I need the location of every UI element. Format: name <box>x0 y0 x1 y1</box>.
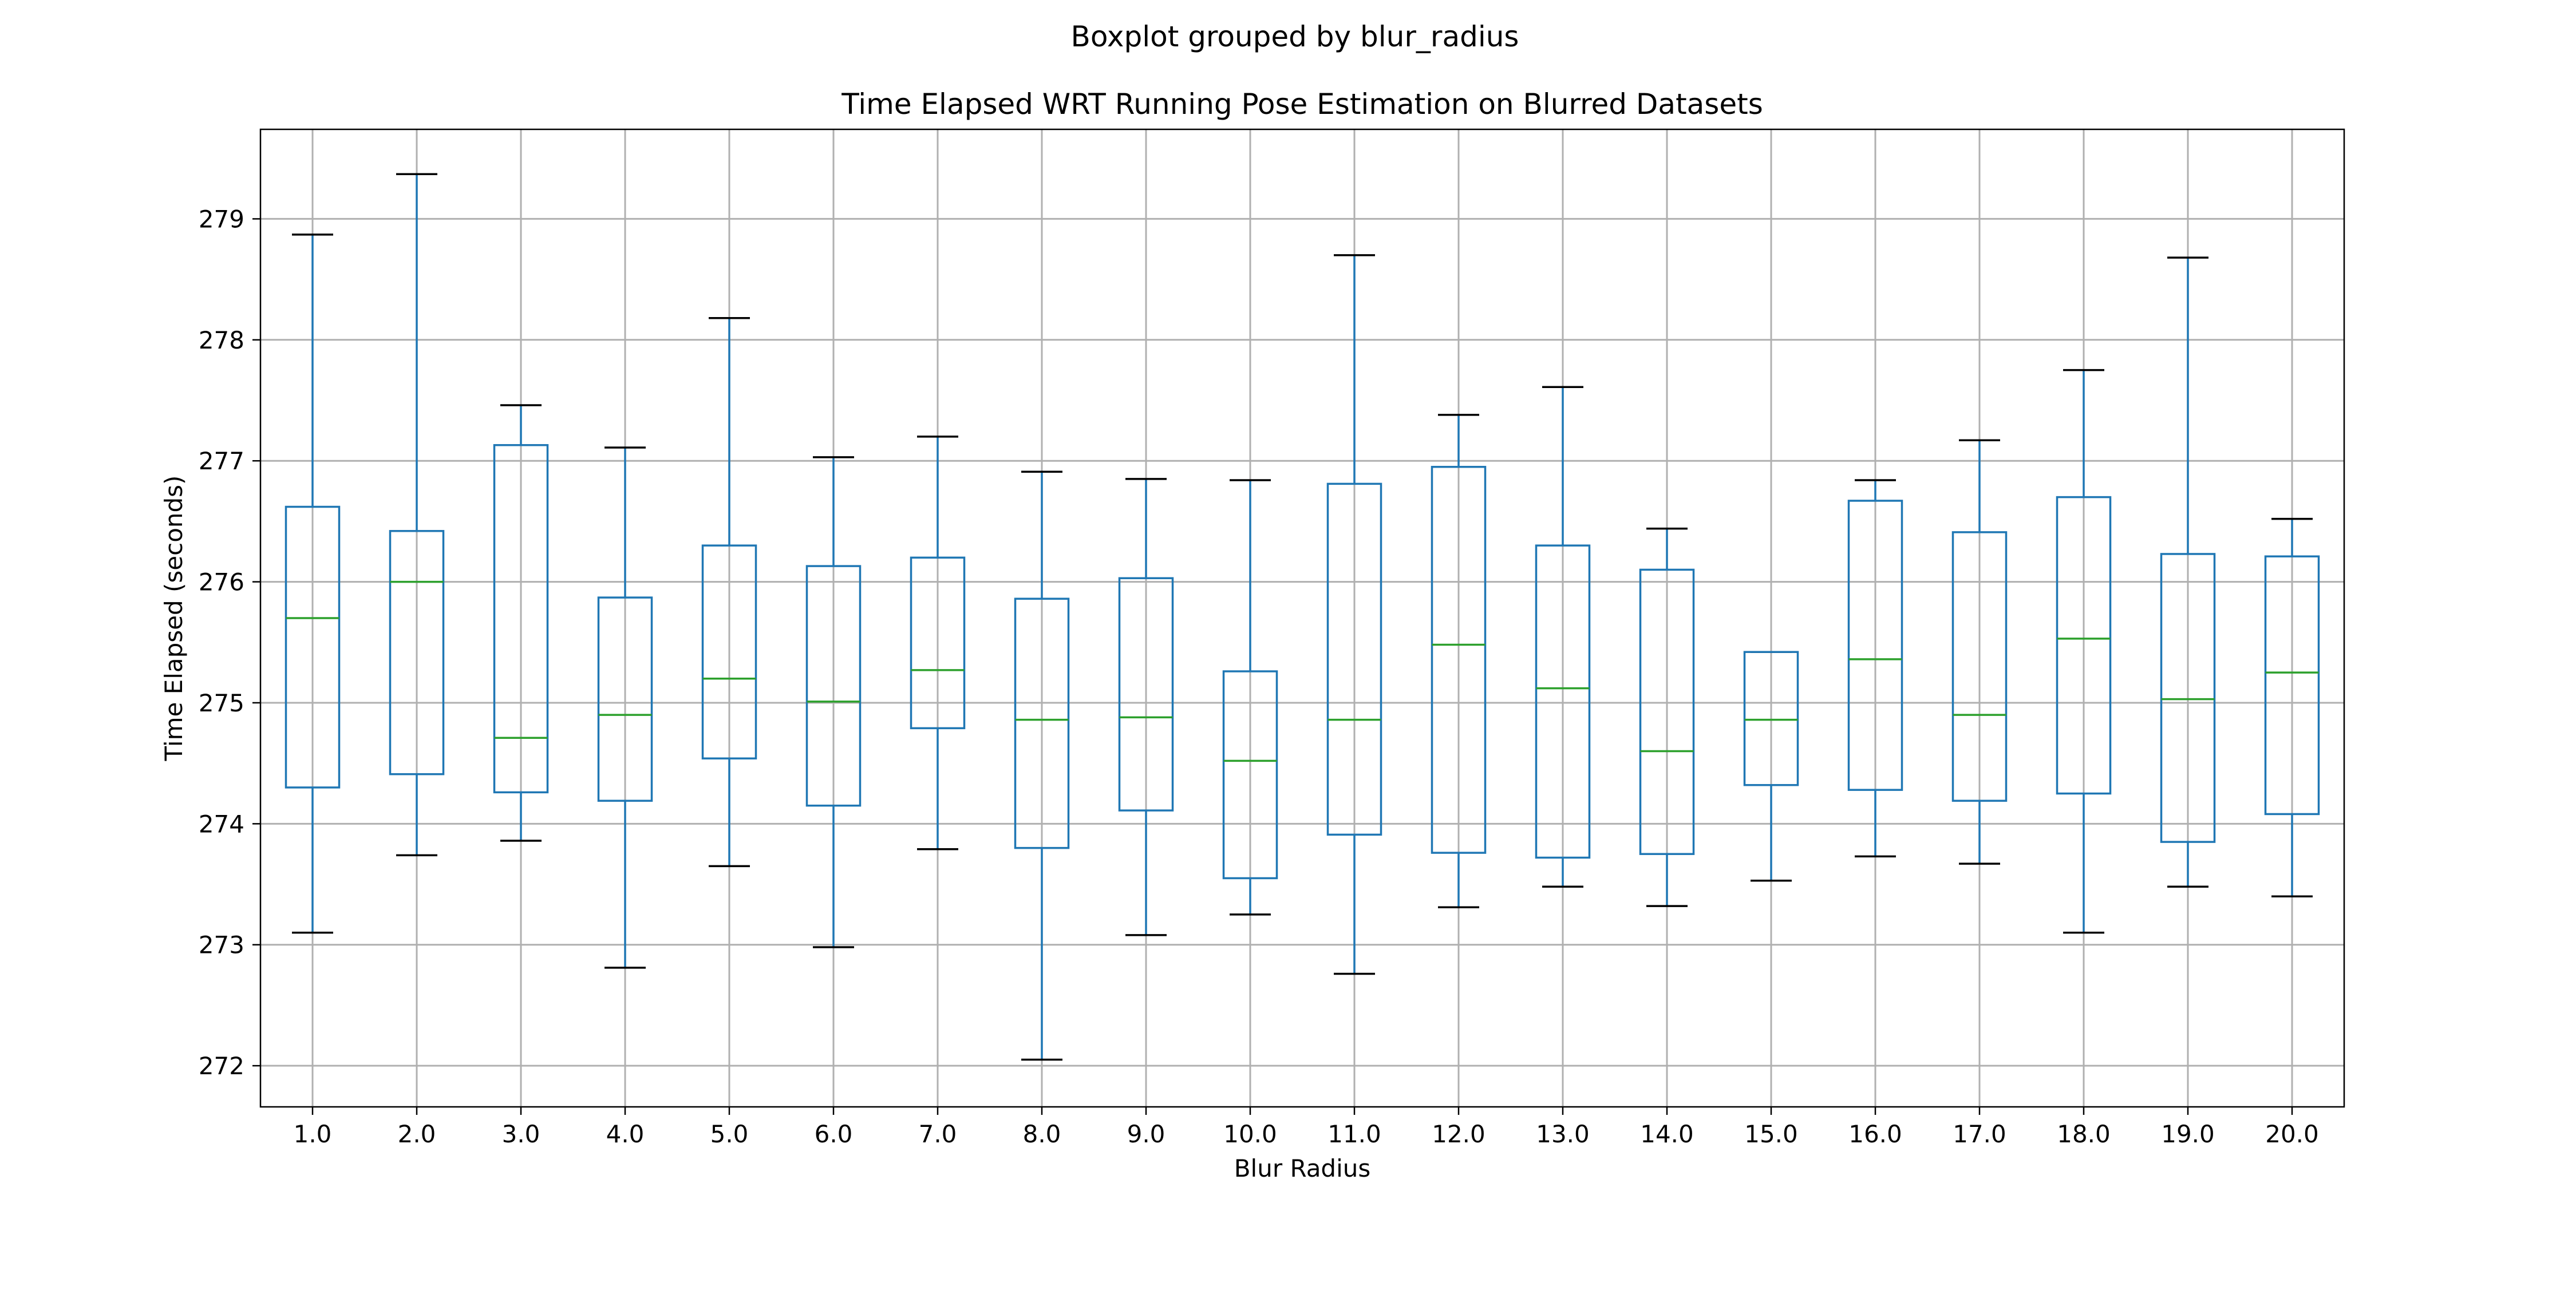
y-tick-label: 273 <box>199 931 244 959</box>
y-tick-label: 278 <box>199 326 244 354</box>
x-tick-label: 19.0 <box>2161 1120 2215 1148</box>
box-iqr <box>493 444 549 794</box>
box-layer <box>285 173 2320 1061</box>
box-iqr <box>285 505 341 789</box>
box-group <box>1014 470 1070 1061</box>
box-group <box>701 317 757 868</box>
box-iqr <box>1222 670 1278 880</box>
box-iqr <box>1639 568 1695 855</box>
x-tick-label: 1.0 <box>294 1120 332 1148</box>
box-group <box>597 446 653 969</box>
box-iqr <box>2264 555 2320 816</box>
box-group <box>1951 439 2008 865</box>
box-group <box>285 234 341 934</box>
chart-suptitle: Boxplot grouped by blur_radius <box>1071 20 1519 53</box>
x-tick-label: 9.0 <box>1127 1120 1165 1148</box>
box-group <box>1743 651 1799 882</box>
x-tick-label: 12.0 <box>1432 1120 1485 1148</box>
box-iqr <box>1847 500 1903 791</box>
box-iqr <box>2160 553 2216 843</box>
y-tick-label: 275 <box>199 689 244 717</box>
box-group <box>2056 369 2112 934</box>
grid-layer <box>260 129 2344 1107</box>
x-axis-label: Blur Radius <box>1234 1154 1371 1182</box>
x-tick-label: 11.0 <box>1327 1120 1381 1148</box>
x-tick-label: 8.0 <box>1023 1120 1061 1148</box>
tick-layer: 272 273 274 275 276 277 278 279 1.0 2.0 3.0 4.0 5.0 6… <box>199 205 2319 1148</box>
box-iqr <box>2056 496 2112 795</box>
box-group <box>2160 256 2216 888</box>
x-tick-label: 3.0 <box>502 1120 540 1148</box>
box-group <box>493 404 549 842</box>
x-tick-label: 16.0 <box>1848 1120 1902 1148</box>
box-group <box>910 436 966 850</box>
box-iqr <box>1743 651 1799 786</box>
x-tick-label: 13.0 <box>1536 1120 1590 1148</box>
box-group <box>389 173 445 857</box>
box-group <box>1326 254 1382 975</box>
y-tick-label: 277 <box>199 447 244 475</box>
box-iqr <box>1951 531 2008 802</box>
x-tick-label: 2.0 <box>398 1120 436 1148</box>
plot-frame <box>259 128 2345 1108</box>
x-tick-label: 14.0 <box>1640 1120 1694 1148</box>
box-iqr <box>1014 597 1070 849</box>
box-group <box>2264 517 2320 897</box>
x-tick-label: 15.0 <box>1744 1120 1798 1148</box>
y-tick-label: 272 <box>199 1052 244 1080</box>
box-group <box>1639 527 1695 907</box>
box-iqr <box>389 530 445 775</box>
box-iqr <box>910 556 966 730</box>
box-group <box>1222 479 1278 916</box>
y-tick-label: 279 <box>199 205 244 233</box>
x-tick-label: 20.0 <box>2265 1120 2319 1148</box>
x-tick-label: 17.0 <box>1953 1120 2006 1148</box>
box-group <box>1118 478 1174 936</box>
x-tick-label: 4.0 <box>606 1120 645 1148</box>
box-iqr <box>1326 482 1382 836</box>
box-group <box>1431 414 1487 908</box>
x-tick-label: 7.0 <box>919 1120 957 1148</box>
box-iqr <box>597 596 653 802</box>
box-group <box>1847 479 1903 858</box>
y-tick-label: 276 <box>199 568 244 596</box>
box-iqr <box>1118 577 1174 812</box>
box-iqr <box>805 565 862 807</box>
x-tick-label: 10.0 <box>1223 1120 1277 1148</box>
box-iqr <box>701 544 757 759</box>
box-iqr <box>1431 466 1487 854</box>
box-group <box>805 456 862 948</box>
box-group <box>1535 386 1591 888</box>
box-iqr <box>1535 544 1591 859</box>
x-tick-label: 6.0 <box>815 1120 853 1148</box>
x-tick-label: 5.0 <box>710 1120 749 1148</box>
chart-title: Time Elapsed WRT Running Pose Estimation… <box>841 88 1763 121</box>
y-tick-label: 274 <box>199 810 244 838</box>
y-axis-label: Time Elapsed (seconds) <box>160 476 188 762</box>
x-tick-label: 18.0 <box>2057 1120 2111 1148</box>
